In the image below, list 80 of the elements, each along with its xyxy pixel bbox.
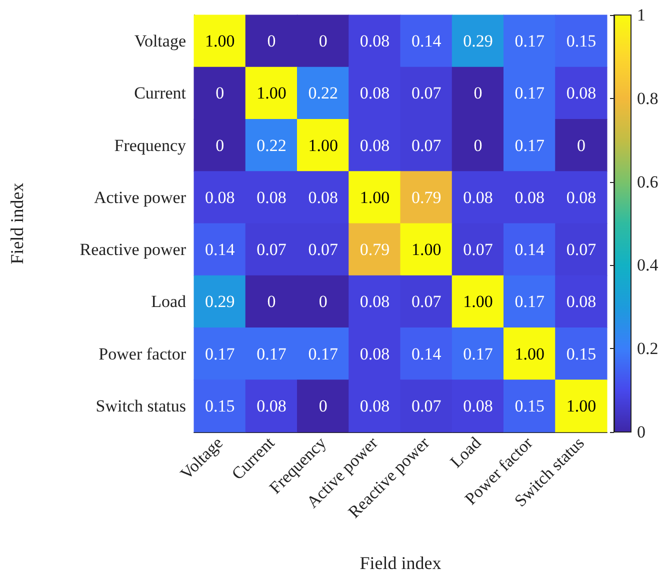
y-axis-title: Field index	[7, 182, 27, 264]
data-label: 0.17	[308, 344, 338, 364]
data-label: 0.17	[463, 344, 494, 364]
data-label: 0.08	[308, 188, 338, 207]
data-label: 0	[318, 32, 328, 51]
color-bar-label: 0.8	[637, 88, 658, 108]
data-label: 0.29	[463, 32, 493, 51]
data-label: 0.79	[411, 188, 442, 207]
data-label: 0.17	[514, 292, 545, 312]
data-label: 0.08	[566, 188, 596, 207]
data-label: 0.08	[256, 396, 286, 416]
data-label: 0.14	[411, 32, 442, 51]
data-label: 0.22	[256, 136, 286, 155]
data-label: 0.29	[204, 292, 235, 312]
data-label: 1.00	[463, 292, 493, 312]
data-label: 0	[576, 136, 586, 155]
data-label: 1.00	[256, 84, 286, 103]
data-label: 0.79	[360, 240, 390, 260]
data-label: 1.00	[411, 240, 442, 260]
data-label: 0.08	[360, 396, 390, 416]
data-label: 0	[267, 32, 276, 51]
data-label: 0.07	[411, 136, 442, 155]
color-bar-label: 1	[637, 6, 646, 24]
data-label: 0.17	[256, 344, 287, 364]
data-label: 0.17	[514, 136, 545, 155]
data-label: 0	[267, 292, 276, 312]
data-label: 0.07	[463, 240, 494, 260]
data-label: 0.17	[514, 84, 545, 103]
data-label: 0.15	[566, 32, 596, 51]
color-bar-label: 0.6	[637, 172, 658, 192]
color-bar-label: 0.2	[637, 339, 658, 358]
data-label: 0	[318, 396, 328, 416]
data-label: 0.15	[204, 396, 235, 416]
data-label: 0.07	[411, 292, 442, 312]
data-label: 0.08	[360, 32, 390, 51]
data-label: 0	[474, 136, 482, 155]
data-label: 0.08	[566, 292, 596, 312]
data-label: 0.17	[204, 344, 236, 364]
data-label: 0.14	[204, 240, 236, 260]
data-label: 0.17	[514, 32, 545, 51]
data-label: 1.00	[566, 396, 596, 416]
data-label: 0.07	[411, 396, 442, 416]
x-axis-title: Field index	[360, 553, 442, 573]
y-tick-label: Power factor	[98, 344, 186, 364]
data-label: 0	[216, 136, 224, 155]
data-label: 0.08	[463, 188, 493, 207]
data-label: 0.08	[360, 136, 390, 155]
y-tick-label: Switch status	[96, 396, 186, 416]
y-tick-label: Current	[134, 84, 186, 103]
data-label: 1.00	[360, 188, 390, 207]
data-label: 0	[216, 84, 224, 103]
data-label: 0.08	[514, 188, 544, 207]
color-bar-label: 0	[637, 422, 646, 442]
data-label: 0.08	[360, 84, 390, 103]
data-label: 0.08	[360, 344, 390, 364]
data-label: 0.08	[463, 396, 493, 416]
data-label: 0.08	[204, 188, 235, 207]
y-tick-label: Load	[151, 292, 186, 312]
data-label: 1.00	[514, 344, 544, 364]
data-label: 0.14	[411, 344, 442, 364]
data-label: 0.14	[514, 240, 545, 260]
color-bar-label: 0.4	[637, 256, 659, 275]
y-tick-label: Active power	[94, 188, 186, 207]
y-tick-label: Reactive power	[80, 240, 186, 260]
data-label: 1.00	[308, 136, 338, 155]
data-label: 0.07	[308, 240, 338, 260]
data-label: 0	[318, 292, 328, 312]
y-tick-label: Frequency	[114, 136, 186, 155]
data-label: 0.08	[566, 84, 596, 103]
data-label: 0.07	[411, 84, 442, 103]
data-label: 1.00	[204, 32, 235, 51]
data-label: 0.15	[514, 396, 544, 416]
y-tick-label: Voltage	[134, 32, 186, 51]
data-label: 0.08	[360, 292, 390, 312]
data-label: 0	[474, 84, 482, 103]
data-label: 0.15	[566, 344, 596, 364]
data-label: 0.08	[256, 188, 286, 207]
data-label: 0.22	[308, 84, 338, 103]
data-label: 0.07	[566, 240, 597, 260]
data-label: 0.07	[256, 240, 287, 260]
